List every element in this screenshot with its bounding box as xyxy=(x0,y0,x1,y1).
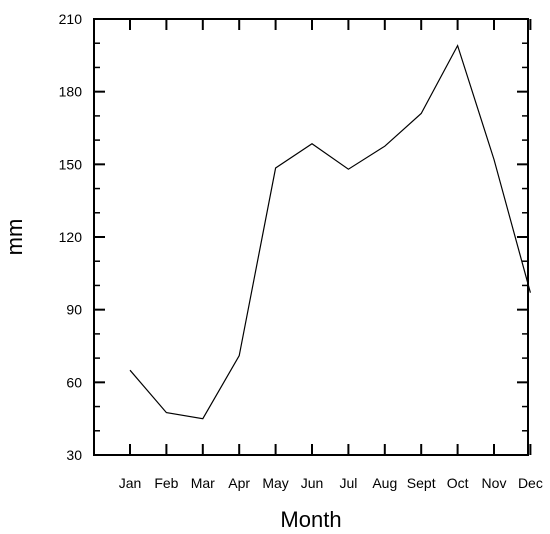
x-tick-label: Nov xyxy=(482,475,507,491)
y-tick-label: 90 xyxy=(66,302,82,318)
x-tick-label: Mar xyxy=(191,475,215,491)
plot-frame xyxy=(93,18,529,456)
y-axis-title: mm xyxy=(2,219,27,256)
axis-ticks xyxy=(94,18,532,456)
x-tick-label: Jul xyxy=(339,475,357,491)
x-tick-label: Feb xyxy=(154,475,178,491)
x-tick-label: Sept xyxy=(407,475,436,491)
y-tick-label: 210 xyxy=(59,11,83,27)
y-tick-label: 30 xyxy=(66,447,82,463)
x-tick-label: Oct xyxy=(447,475,469,491)
series-line xyxy=(129,44,531,420)
y-tick-label: 60 xyxy=(66,374,82,390)
x-tick-label: Jan xyxy=(119,475,142,491)
x-tick-label: May xyxy=(262,475,288,491)
x-axis-title: Month xyxy=(280,507,341,532)
x-tick-label: Aug xyxy=(372,475,397,491)
x-tick-label: Jun xyxy=(301,475,324,491)
x-tick-label: Dec xyxy=(518,475,543,491)
y-tick-label: 120 xyxy=(59,229,83,245)
y-tick-label: 180 xyxy=(59,84,83,100)
x-tick-labels: Jan Feb Mar Apr May Jun Jul Aug Sept Oct Nov Dec xyxy=(119,475,543,491)
y-tick-labels: 30 60 90 120 150 180 210 xyxy=(59,11,83,463)
x-tick-label: Apr xyxy=(228,475,250,491)
y-tick-label: 150 xyxy=(59,156,83,172)
